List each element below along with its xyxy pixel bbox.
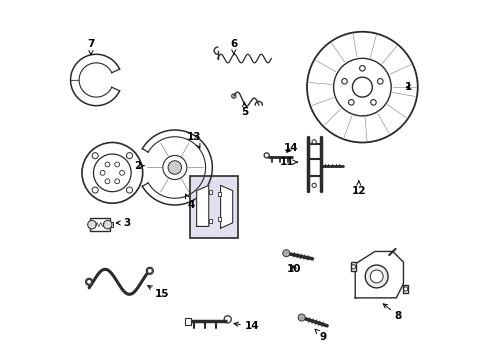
Circle shape [126, 187, 132, 193]
Circle shape [87, 220, 96, 229]
Polygon shape [196, 185, 208, 226]
Circle shape [311, 140, 316, 144]
Bar [190, 176, 238, 238]
Text: 8: 8 [383, 304, 401, 321]
Circle shape [115, 179, 120, 184]
Text: 13: 13 [187, 132, 202, 148]
Circle shape [377, 78, 382, 84]
Bar [217, 217, 221, 221]
Bar [208, 219, 212, 223]
Circle shape [370, 100, 375, 105]
Circle shape [103, 220, 112, 229]
Circle shape [359, 66, 365, 71]
Circle shape [163, 156, 186, 180]
Bar [90, 218, 110, 231]
Polygon shape [354, 251, 403, 298]
Bar [402, 285, 407, 293]
Circle shape [115, 162, 120, 167]
Text: 10: 10 [286, 264, 301, 274]
Bar [217, 192, 221, 196]
Circle shape [365, 265, 387, 288]
Circle shape [85, 278, 93, 285]
Circle shape [105, 179, 110, 184]
Text: 12: 12 [351, 181, 366, 196]
Circle shape [311, 183, 316, 188]
Text: 14: 14 [234, 321, 259, 332]
Text: 7: 7 [87, 39, 94, 55]
Text: 11: 11 [280, 157, 297, 167]
Circle shape [333, 58, 390, 116]
Circle shape [282, 249, 289, 257]
Circle shape [298, 314, 305, 321]
Circle shape [92, 153, 98, 159]
Circle shape [348, 100, 353, 105]
Text: 9: 9 [314, 329, 326, 342]
Polygon shape [142, 130, 212, 205]
Circle shape [126, 153, 132, 159]
Circle shape [100, 170, 105, 175]
Circle shape [93, 154, 131, 192]
Text: 4: 4 [185, 194, 194, 210]
Bar [184, 318, 190, 325]
Circle shape [369, 270, 382, 283]
Bar [350, 262, 356, 271]
Polygon shape [70, 54, 120, 106]
Circle shape [120, 170, 124, 175]
Circle shape [341, 78, 346, 84]
Text: 1: 1 [405, 82, 411, 92]
Bar [108, 222, 113, 227]
Circle shape [146, 267, 153, 274]
Text: 6: 6 [230, 39, 237, 54]
Text: 15: 15 [147, 285, 169, 299]
Text: 3: 3 [116, 218, 130, 228]
Bar [208, 190, 212, 194]
Text: 2: 2 [133, 161, 143, 171]
Circle shape [306, 32, 417, 143]
Text: 5: 5 [241, 102, 247, 117]
Circle shape [82, 143, 142, 203]
Circle shape [92, 187, 98, 193]
Circle shape [168, 161, 181, 174]
Bar [88, 222, 93, 227]
Polygon shape [220, 185, 232, 228]
Circle shape [352, 77, 371, 97]
Text: 14: 14 [283, 143, 298, 153]
Circle shape [105, 162, 110, 167]
